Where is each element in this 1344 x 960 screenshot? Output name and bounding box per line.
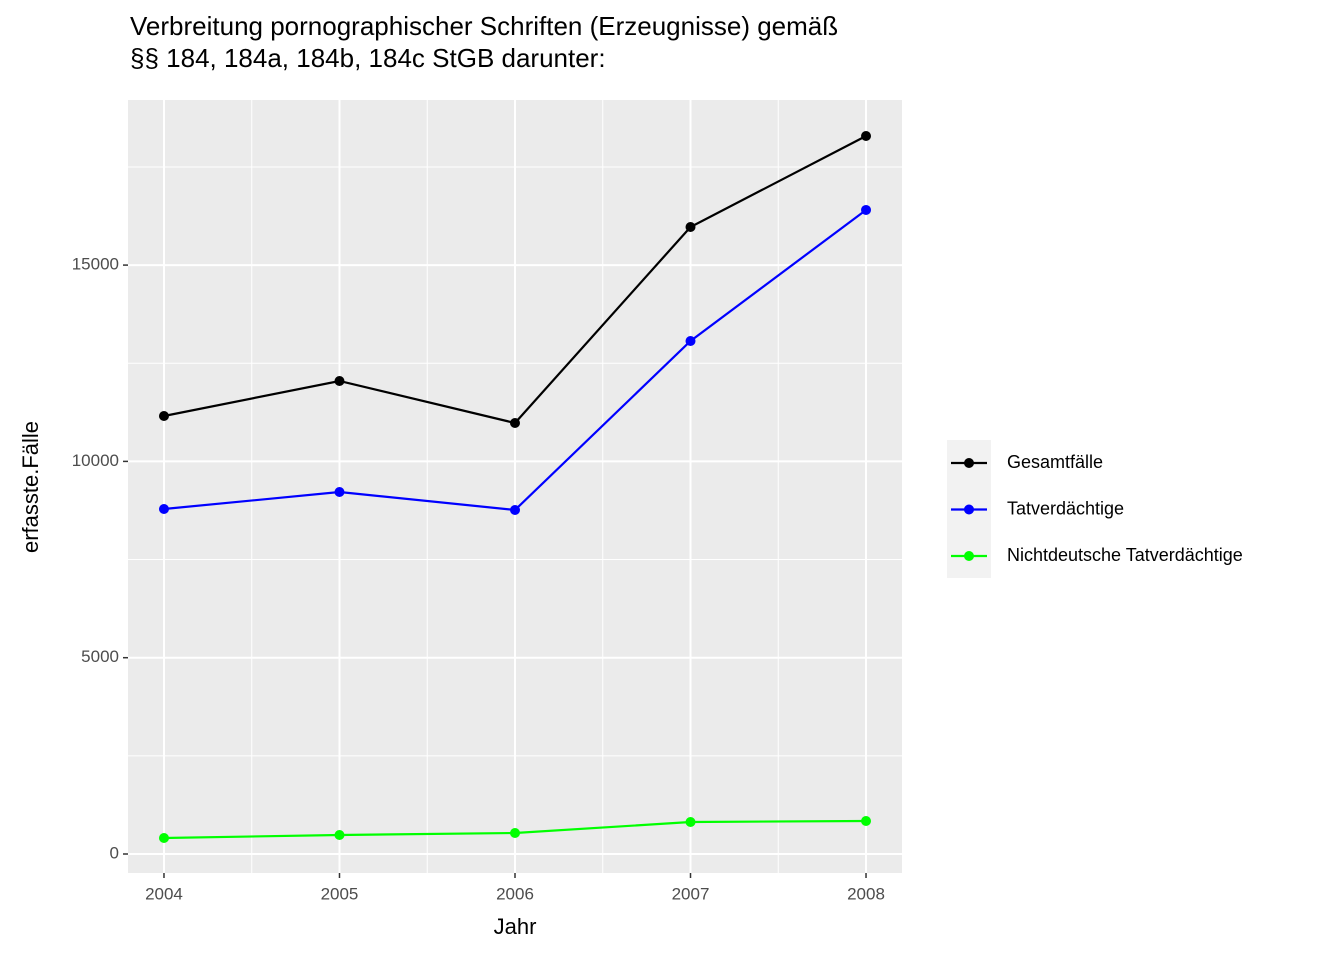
x-tick-label: 2004 [145, 884, 183, 903]
data-point [158, 504, 169, 515]
data-point [510, 504, 520, 515]
chart-title: Verbreitung pornographischer Schriften (… [130, 11, 839, 73]
data-point [158, 411, 169, 422]
legend-label: Tatverdächtige [1007, 498, 1124, 518]
legend-key-point [964, 504, 974, 515]
legend-label: Gesamtfälle [1007, 452, 1103, 472]
legend-label: Nichtdeutsche Tatverdächtige [1007, 545, 1243, 565]
x-tick-label: 2008 [847, 884, 885, 903]
y-tick-label: 0 [110, 843, 119, 862]
data-point [861, 204, 872, 215]
data-point [861, 131, 872, 142]
data-point [334, 487, 345, 498]
data-point [158, 832, 169, 843]
legend-key-point [964, 551, 974, 561]
legend-key-point [964, 458, 974, 468]
x-axis-title: Jahr [494, 914, 537, 939]
data-point [685, 335, 696, 346]
y-axis-title: erfasste.Fälle [18, 421, 43, 553]
y-tick-label: 5000 [81, 647, 119, 666]
y-tick-label: 10000 [72, 451, 119, 470]
data-point [510, 417, 520, 428]
x-tick-label: 2006 [496, 884, 534, 903]
data-point [334, 829, 345, 840]
data-point [685, 817, 696, 828]
data-point [861, 815, 872, 826]
y-tick-label: 15000 [72, 255, 119, 274]
data-point [334, 375, 345, 386]
x-tick-label: 2007 [672, 884, 710, 903]
data-point [510, 827, 520, 838]
x-tick-label: 2005 [321, 884, 359, 903]
data-point [685, 222, 696, 233]
